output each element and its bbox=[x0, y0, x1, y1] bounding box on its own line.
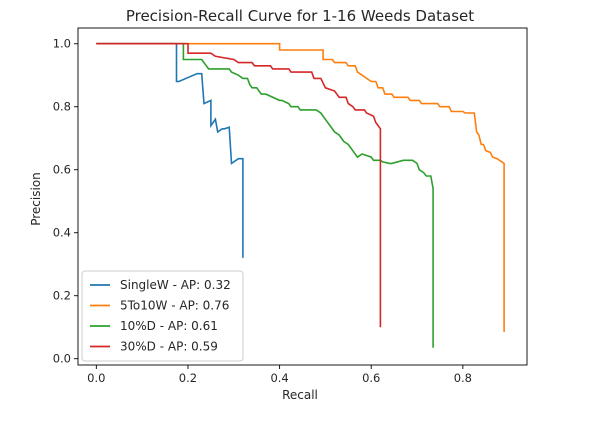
y-tick-label: 0.8 bbox=[53, 100, 71, 114]
x-tick-label: 0.2 bbox=[179, 371, 197, 385]
series-layer bbox=[96, 42, 505, 348]
y-tick-label: 0.0 bbox=[53, 352, 71, 366]
x-tick-label: 0.8 bbox=[454, 371, 472, 385]
chart-title: Precision-Recall Curve for 1-16 Weeds Da… bbox=[126, 7, 474, 25]
y-tick-label: 0.2 bbox=[53, 289, 71, 303]
legend-box bbox=[81, 270, 244, 362]
legend-label-2: 5To10W - AP: 0.76 bbox=[120, 299, 229, 313]
y-tick-label: 0.6 bbox=[53, 163, 71, 177]
y-axis-label: Precision bbox=[29, 172, 43, 226]
legend-label-3: 10%D - AP: 0.61 bbox=[120, 319, 218, 333]
x-tick-label: 0.0 bbox=[87, 371, 105, 385]
legend-label-4: 30%D - AP: 0.59 bbox=[120, 340, 218, 354]
x-tick-label: 0.4 bbox=[270, 371, 288, 385]
y-tick-label: 0.4 bbox=[53, 226, 71, 240]
y-tick-label: 1.0 bbox=[53, 37, 71, 51]
series-line-3 bbox=[96, 42, 434, 348]
plot-area-frame bbox=[77, 27, 528, 366]
series-line-1 bbox=[96, 42, 244, 258]
series-line-2 bbox=[96, 42, 505, 332]
legend: SingleW - AP: 0.32 5To10W - AP: 0.76 10%D … bbox=[81, 270, 244, 362]
x-tick-label: 0.6 bbox=[362, 371, 380, 385]
x-axis-label: Recall bbox=[282, 388, 318, 402]
legend-label-1: SingleW - AP: 0.32 bbox=[120, 278, 231, 292]
ticks-layer: 0.0 0.2 0.4 0.6 0.8 0.0 0.2 0.4 0.6 0.8 1.0 bbox=[53, 37, 472, 385]
series-line-4 bbox=[96, 42, 382, 328]
